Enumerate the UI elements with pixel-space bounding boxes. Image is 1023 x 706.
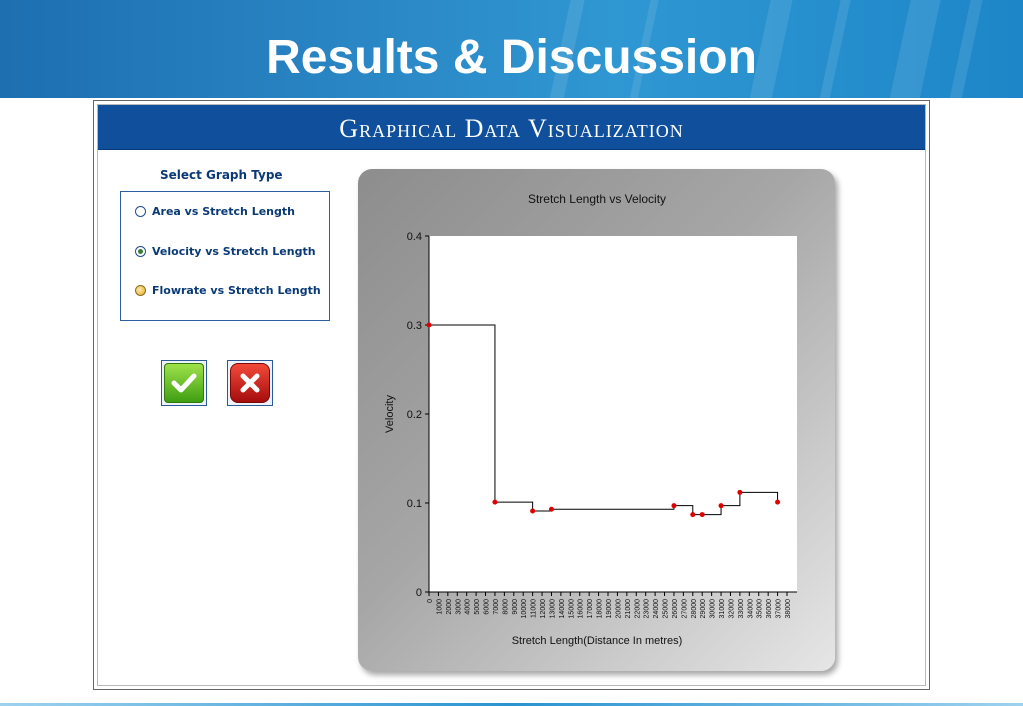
y-tick-label: 0.3	[407, 320, 422, 332]
data-point	[690, 512, 696, 518]
ok-button[interactable]	[161, 360, 207, 406]
x-tick-label: 3000	[455, 599, 462, 615]
x-tick-label: 14000	[559, 599, 566, 619]
data-point	[671, 503, 677, 509]
velocity-chart: Stretch Length vs Velocity 0 0.1 0.2 0.3 0.4…	[384, 192, 797, 647]
radio-velocity-vs-stretch[interactable]: Velocity vs Stretch Length	[135, 245, 316, 258]
x-tick-label: 17000	[587, 599, 594, 619]
data-point	[775, 499, 781, 505]
x-tick-label: 37000	[776, 599, 783, 619]
x-tick-label: 2000	[446, 599, 453, 615]
x-tick-label: 26000	[672, 599, 679, 619]
data-point	[426, 322, 432, 328]
slide-banner: Results & Discussion	[0, 0, 1023, 98]
x-tick-label: 9000	[512, 599, 519, 615]
chart-title: Stretch Length vs Velocity	[528, 192, 666, 206]
x-tick-label: 16000	[578, 599, 585, 619]
x-tick-label: 19000	[606, 599, 613, 619]
x-tick-label: 22000	[634, 599, 641, 619]
cancel-button[interactable]	[227, 360, 273, 406]
chart-panel: Stretch Length vs Velocity 0 0.1 0.2 0.3 0.4…	[358, 169, 835, 671]
radio-area-vs-stretch[interactable]: Area vs Stretch Length	[135, 205, 295, 218]
x-tick-label: 23000	[644, 599, 651, 619]
x-tick-label: 13000	[549, 599, 556, 619]
x-tick-label: 7000	[493, 599, 500, 615]
data-point	[492, 499, 498, 505]
y-axis-label: Velocity	[384, 395, 396, 433]
x-axis-label: Stretch Length(Distance In metres)	[512, 635, 683, 647]
x-tick-label: 0	[427, 599, 434, 603]
data-point	[737, 489, 743, 495]
y-tick-label: 0.1	[407, 498, 422, 510]
x-tick-label: 6000	[484, 599, 491, 615]
x-tick-label: 29000	[700, 599, 707, 619]
x-tick-label: 18000	[597, 599, 604, 619]
slide-title: Results & Discussion	[266, 31, 757, 84]
x-tick-label: 4000	[465, 599, 472, 615]
select-graph-type-label: Select Graph Type	[160, 168, 283, 182]
x-tick-label: 25000	[663, 599, 670, 619]
app-window: Graphical Data Visualization Select Grap…	[93, 100, 930, 690]
x-tick-label: 10000	[521, 599, 528, 619]
radio-button-selected[interactable]	[135, 246, 146, 257]
radio-button[interactable]	[135, 285, 146, 296]
x-tick-label: 24000	[653, 599, 660, 619]
data-point	[699, 512, 705, 518]
x-tick-label: 36000	[766, 599, 773, 619]
radio-label: Flowrate vs Stretch Length	[152, 284, 321, 297]
x-tick-label: 12000	[540, 599, 547, 619]
y-tick-label: 0	[416, 587, 422, 599]
data-point	[530, 508, 536, 514]
x-tick-label: 1000	[436, 599, 443, 615]
x-tick-label: 32000	[728, 599, 735, 619]
velocity-step-line	[429, 324, 779, 516]
checkmark-icon	[171, 373, 197, 393]
y-tick-label: 0.2	[407, 409, 422, 421]
window-header: Graphical Data Visualization	[98, 105, 925, 150]
x-tick-label: 38000	[785, 599, 792, 619]
x-tick-label: 21000	[625, 599, 632, 619]
radio-label: Area vs Stretch Length	[152, 205, 295, 218]
radio-label: Velocity vs Stretch Length	[152, 245, 316, 258]
x-tick-label: 30000	[710, 599, 717, 619]
x-tick-label: 27000	[681, 599, 688, 619]
x-tick-label: 33000	[738, 599, 745, 619]
x-tick-label: 35000	[757, 599, 764, 619]
close-icon	[240, 373, 260, 393]
x-tick-label: 20000	[615, 599, 622, 619]
y-tick-label: 0.4	[407, 231, 422, 243]
x-tick-label: 15000	[568, 599, 575, 619]
graph-type-group: Area vs Stretch Length Velocity vs Stret…	[120, 191, 330, 321]
x-tick-label: 8000	[502, 599, 509, 615]
window-title: Graphical Data Visualization	[339, 114, 684, 143]
plot-area	[429, 236, 797, 592]
x-tick-label: 28000	[691, 599, 698, 619]
x-tick-label: 11000	[531, 599, 538, 618]
radio-button[interactable]	[135, 206, 146, 217]
data-point	[718, 503, 724, 509]
x-tick-label: 34000	[747, 599, 754, 619]
radio-flowrate-vs-stretch[interactable]: Flowrate vs Stretch Length	[135, 284, 321, 297]
data-point	[548, 506, 554, 512]
x-tick-label: 5000	[474, 599, 481, 615]
x-tick-label: 31000	[719, 599, 726, 619]
slide-bottom-line	[0, 703, 1023, 706]
